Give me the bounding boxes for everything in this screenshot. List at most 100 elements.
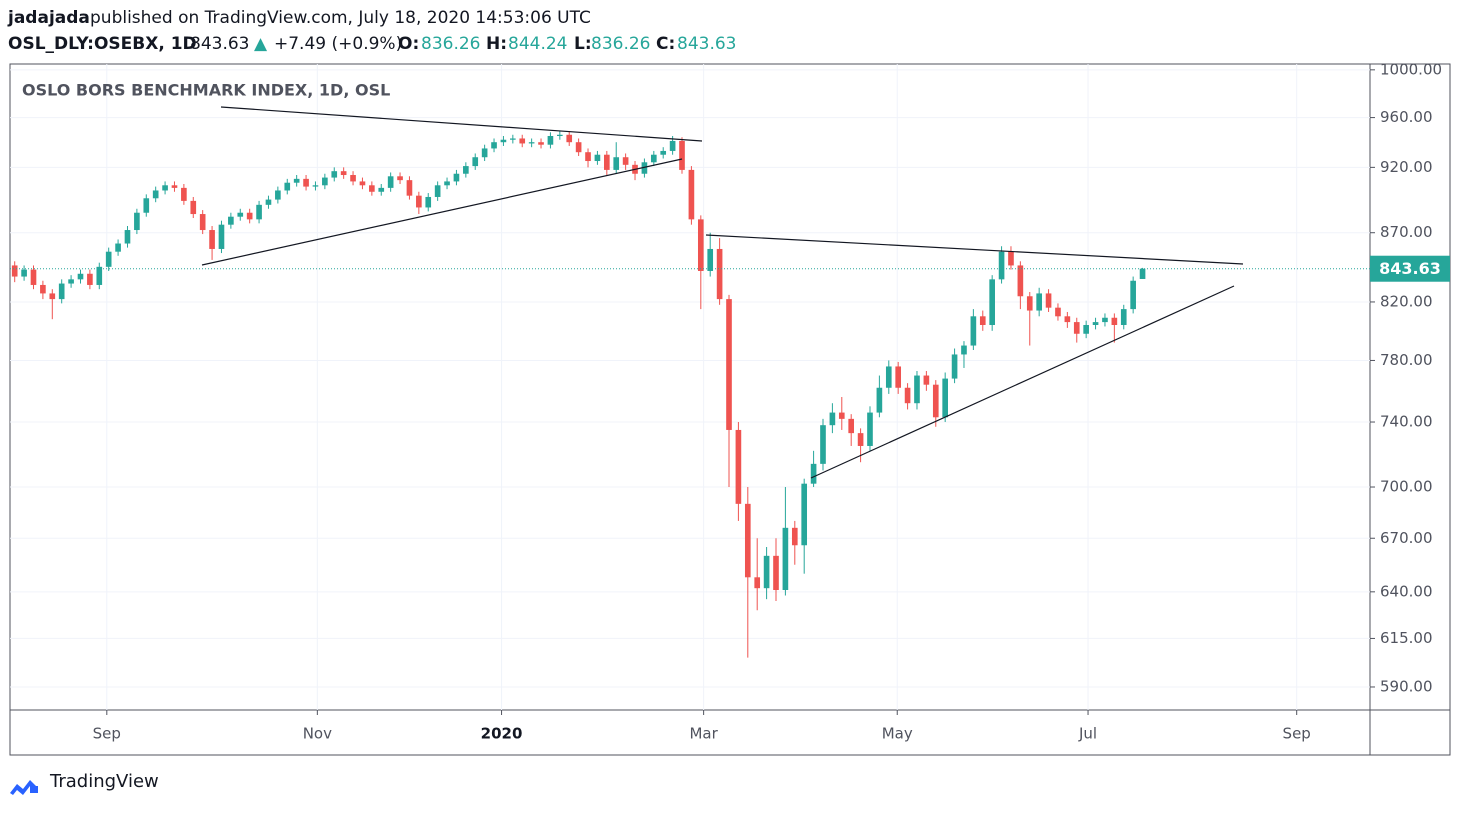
candle bbox=[876, 375, 883, 418]
candle bbox=[162, 181, 168, 195]
candle bbox=[538, 138, 544, 149]
candle bbox=[754, 538, 761, 611]
candle-body bbox=[773, 555, 779, 591]
candle bbox=[1092, 317, 1099, 330]
candle-body bbox=[650, 154, 657, 163]
candle-body bbox=[472, 157, 479, 167]
candle bbox=[434, 181, 441, 201]
candle bbox=[735, 422, 742, 521]
candle bbox=[143, 194, 150, 217]
y-tick-label: 960.00 bbox=[1380, 108, 1433, 126]
candle-body bbox=[369, 185, 375, 192]
candle-body bbox=[716, 248, 723, 300]
candle bbox=[1064, 311, 1071, 328]
candle bbox=[838, 396, 845, 430]
candle bbox=[105, 247, 112, 271]
candle bbox=[1073, 317, 1080, 343]
candle-body bbox=[801, 483, 808, 546]
candle bbox=[500, 136, 507, 146]
candle-body bbox=[68, 279, 74, 284]
candle bbox=[632, 161, 638, 181]
published: published on TradingView.com, July 18, 2… bbox=[90, 8, 591, 28]
candle bbox=[171, 181, 178, 192]
candle-body bbox=[1111, 317, 1118, 325]
candle-body bbox=[1017, 265, 1024, 297]
candle-body bbox=[1073, 322, 1080, 334]
candle-body bbox=[209, 230, 215, 249]
candle-body bbox=[453, 173, 460, 182]
last-price: 843.63 bbox=[190, 34, 249, 54]
candle bbox=[961, 341, 967, 368]
y-tick-label: 590.00 bbox=[1380, 677, 1433, 695]
candle bbox=[312, 181, 319, 191]
y-tick-label: 920.00 bbox=[1380, 158, 1433, 176]
logo bbox=[10, 780, 38, 795]
candle-body bbox=[1102, 317, 1108, 323]
candle bbox=[30, 265, 37, 290]
y-tick-label: 780.00 bbox=[1380, 351, 1433, 369]
candle bbox=[453, 169, 460, 186]
candle-body bbox=[444, 181, 450, 186]
candle bbox=[998, 246, 1005, 284]
candle-body bbox=[30, 269, 37, 285]
candle bbox=[96, 262, 103, 290]
grid bbox=[10, 64, 1370, 710]
candle-body bbox=[77, 273, 84, 280]
trend-line bbox=[220, 106, 703, 142]
candle bbox=[679, 137, 685, 174]
candle-body bbox=[810, 463, 817, 484]
candle-body bbox=[1045, 293, 1052, 308]
candle-body bbox=[1120, 309, 1127, 325]
candle bbox=[604, 150, 610, 176]
c-label: C: bbox=[656, 34, 675, 54]
candle-body bbox=[932, 384, 939, 418]
candle bbox=[491, 138, 497, 153]
candle-body bbox=[387, 176, 394, 188]
candle bbox=[40, 280, 46, 300]
candle-body bbox=[237, 212, 244, 217]
candle-body bbox=[923, 375, 930, 385]
candle-body bbox=[425, 196, 432, 208]
candle-body bbox=[1130, 280, 1136, 310]
candle-body bbox=[162, 185, 168, 191]
candle bbox=[829, 403, 836, 434]
candle-body bbox=[857, 433, 864, 446]
arrow: ▲ bbox=[254, 34, 268, 54]
candle bbox=[791, 520, 798, 565]
candle-body bbox=[575, 142, 582, 153]
candle-body bbox=[838, 412, 845, 419]
candle-body bbox=[904, 387, 911, 404]
candle-body bbox=[246, 212, 253, 220]
candle bbox=[1055, 303, 1061, 321]
y-tick-label: 1000.00 bbox=[1380, 60, 1442, 78]
candle-body bbox=[594, 154, 601, 162]
candle-body bbox=[914, 375, 920, 404]
candle bbox=[209, 226, 215, 260]
x-tick-label: 2020 bbox=[481, 725, 523, 743]
candle-body bbox=[265, 199, 272, 205]
candle-body bbox=[190, 200, 197, 215]
candle bbox=[303, 175, 309, 191]
candle bbox=[350, 171, 356, 186]
candle bbox=[613, 142, 620, 174]
candle bbox=[942, 372, 948, 423]
candle-body bbox=[613, 157, 620, 170]
candle-body bbox=[697, 219, 704, 271]
candle bbox=[1083, 320, 1089, 339]
candle-body bbox=[181, 187, 187, 201]
candle-body bbox=[1064, 316, 1071, 323]
candle-body bbox=[547, 136, 554, 145]
candle-body bbox=[557, 134, 563, 137]
candle bbox=[557, 131, 563, 140]
candle-body bbox=[1092, 322, 1099, 325]
candle-body bbox=[585, 152, 591, 162]
y-tick-label: 740.00 bbox=[1380, 413, 1433, 431]
symbol: OSL_DLY:OSEBX, 1D bbox=[8, 34, 197, 54]
y-tick-label: 820.00 bbox=[1380, 292, 1433, 310]
x-tick-label: Nov bbox=[303, 725, 332, 743]
candle-body bbox=[820, 425, 826, 464]
candle bbox=[1102, 313, 1108, 327]
candle bbox=[1130, 276, 1136, 314]
candle-body bbox=[134, 212, 140, 231]
candle bbox=[885, 360, 892, 394]
